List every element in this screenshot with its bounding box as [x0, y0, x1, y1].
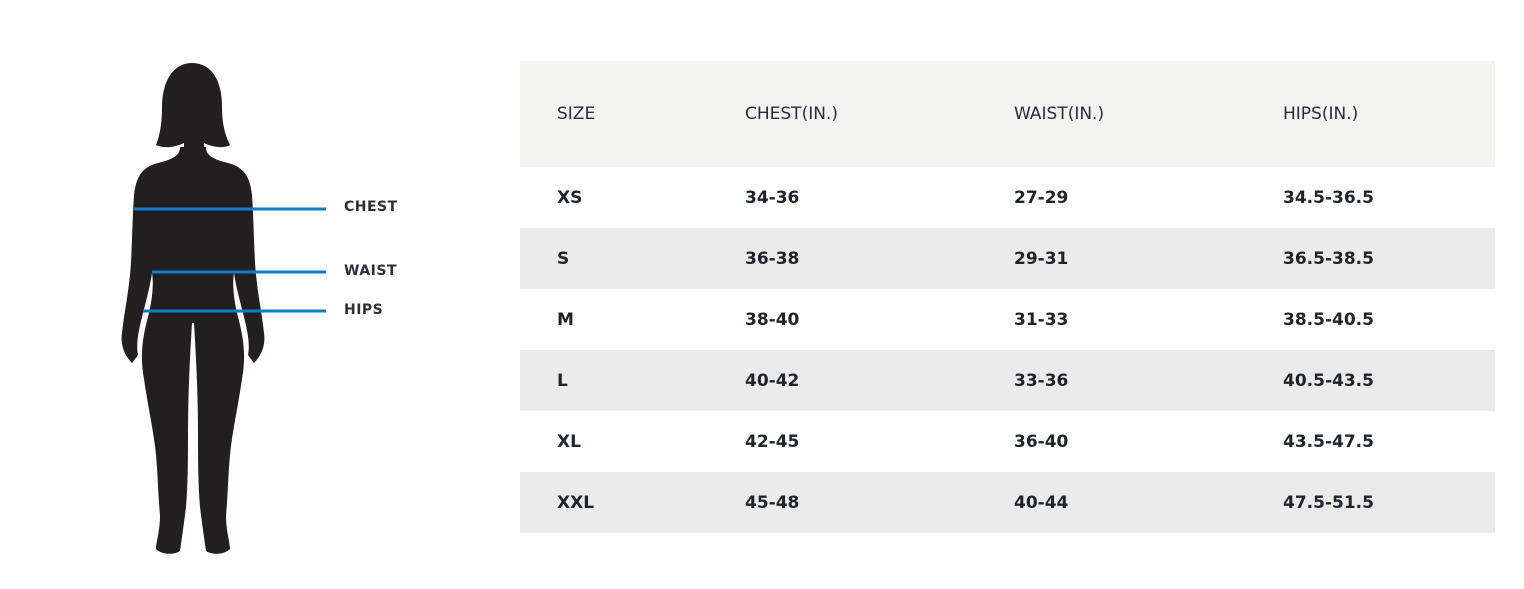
header-size: SIZE — [557, 104, 596, 124]
cell-chest: 38-40 — [745, 309, 800, 330]
header-waist: WAIST(IN.) — [1014, 104, 1105, 124]
cell-chest: 40-42 — [745, 370, 800, 391]
cell-size: S — [557, 248, 570, 269]
table-row: S 36-38 29-31 36.5-38.5 — [520, 228, 1495, 289]
header-hips: HIPS(IN.) — [1283, 104, 1359, 124]
cell-waist: 36-40 — [1014, 431, 1069, 452]
cell-size: L — [557, 370, 568, 391]
cell-size: XL — [557, 431, 581, 452]
cell-chest: 42-45 — [745, 431, 800, 452]
cell-waist: 33-36 — [1014, 370, 1069, 391]
cell-size: M — [557, 309, 574, 330]
cell-hips: 47.5-51.5 — [1283, 492, 1374, 513]
size-table: SIZE CHEST(IN.) WAIST(IN.) HIPS(IN.) XS … — [520, 61, 1495, 533]
cell-hips: 36.5-38.5 — [1283, 248, 1374, 269]
cell-hips: 38.5-40.5 — [1283, 309, 1374, 330]
cell-chest: 34-36 — [745, 187, 800, 208]
table-row: XL 42-45 36-40 43.5-47.5 — [520, 411, 1495, 472]
chest-label: CHEST — [344, 199, 398, 215]
cell-hips: 43.5-47.5 — [1283, 431, 1374, 452]
waist-label: WAIST — [344, 263, 397, 279]
cell-chest: 45-48 — [745, 492, 800, 513]
cell-waist: 31-33 — [1014, 309, 1069, 330]
cell-hips: 40.5-43.5 — [1283, 370, 1374, 391]
cell-chest: 36-38 — [745, 248, 800, 269]
female-silhouette-icon — [121, 63, 326, 554]
cell-size: XXL — [557, 492, 595, 513]
body-measurement-figure: CHEST WAIST HIPS — [100, 55, 420, 565]
cell-size: XS — [557, 187, 583, 208]
table-header-row: SIZE CHEST(IN.) WAIST(IN.) HIPS(IN.) — [520, 61, 1495, 167]
cell-waist: 29-31 — [1014, 248, 1069, 269]
table-row: XS 34-36 27-29 34.5-36.5 — [520, 167, 1495, 228]
header-chest: CHEST(IN.) — [745, 104, 838, 124]
cell-hips: 34.5-36.5 — [1283, 187, 1374, 208]
table-row: L 40-42 33-36 40.5-43.5 — [520, 350, 1495, 411]
hips-label: HIPS — [344, 302, 384, 318]
table-row: M 38-40 31-33 38.5-40.5 — [520, 289, 1495, 350]
cell-waist: 27-29 — [1014, 187, 1069, 208]
table-row: XXL 45-48 40-44 47.5-51.5 — [520, 472, 1495, 533]
cell-waist: 40-44 — [1014, 492, 1069, 513]
